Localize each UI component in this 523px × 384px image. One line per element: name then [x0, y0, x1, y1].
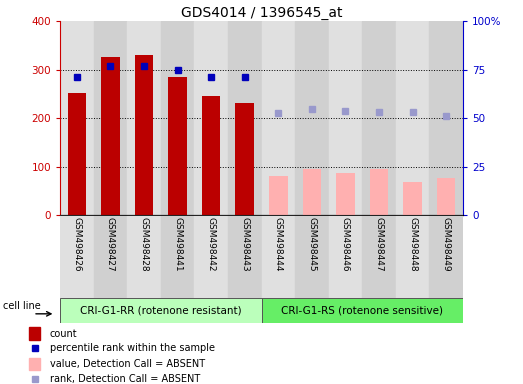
- Bar: [303, 169, 321, 215]
- Bar: [403, 182, 422, 215]
- Bar: [235, 103, 254, 215]
- Bar: [127, 21, 161, 215]
- Bar: [101, 58, 120, 215]
- Text: GSM498448: GSM498448: [408, 217, 417, 271]
- Bar: [202, 96, 220, 215]
- Text: GSM498449: GSM498449: [441, 217, 451, 271]
- Bar: [328, 215, 362, 298]
- Bar: [328, 21, 362, 215]
- Bar: [195, 215, 228, 298]
- Text: count: count: [50, 329, 77, 339]
- Text: GSM498445: GSM498445: [308, 217, 316, 271]
- Bar: [127, 215, 161, 298]
- Bar: [228, 215, 262, 298]
- Bar: [60, 298, 262, 323]
- Text: GSM498443: GSM498443: [240, 217, 249, 271]
- Text: GSM498446: GSM498446: [341, 217, 350, 271]
- Text: CRI-G1-RS (rotenone sensitive): CRI-G1-RS (rotenone sensitive): [281, 305, 443, 315]
- Text: GSM498426: GSM498426: [72, 217, 82, 271]
- Bar: [396, 215, 429, 298]
- Text: value, Detection Call = ABSENT: value, Detection Call = ABSENT: [50, 359, 205, 369]
- Bar: [60, 21, 94, 215]
- Text: percentile rank within the sample: percentile rank within the sample: [50, 343, 214, 353]
- Title: GDS4014 / 1396545_at: GDS4014 / 1396545_at: [181, 6, 342, 20]
- Text: cell line: cell line: [3, 301, 41, 311]
- Text: GSM498428: GSM498428: [140, 217, 149, 271]
- Bar: [29, 328, 40, 340]
- Bar: [429, 21, 463, 215]
- Bar: [94, 21, 127, 215]
- Text: GSM498442: GSM498442: [207, 217, 215, 271]
- Bar: [370, 169, 388, 215]
- Bar: [336, 173, 355, 215]
- Text: GSM498441: GSM498441: [173, 217, 182, 271]
- Bar: [269, 176, 288, 215]
- Bar: [67, 93, 86, 215]
- Bar: [429, 215, 463, 298]
- Text: rank, Detection Call = ABSENT: rank, Detection Call = ABSENT: [50, 374, 200, 384]
- Bar: [437, 178, 456, 215]
- Bar: [295, 215, 328, 298]
- Bar: [29, 358, 40, 370]
- Text: GSM498427: GSM498427: [106, 217, 115, 271]
- Text: GSM498447: GSM498447: [374, 217, 383, 271]
- Bar: [94, 215, 127, 298]
- Bar: [362, 21, 396, 215]
- Bar: [60, 215, 94, 298]
- Bar: [161, 21, 195, 215]
- Bar: [168, 77, 187, 215]
- Bar: [362, 215, 396, 298]
- Bar: [396, 21, 429, 215]
- Bar: [161, 215, 195, 298]
- Bar: [195, 21, 228, 215]
- Bar: [262, 215, 295, 298]
- Text: GSM498444: GSM498444: [274, 217, 283, 271]
- Bar: [262, 21, 295, 215]
- Bar: [228, 21, 262, 215]
- Bar: [135, 55, 153, 215]
- Bar: [262, 298, 463, 323]
- Text: CRI-G1-RR (rotenone resistant): CRI-G1-RR (rotenone resistant): [80, 305, 242, 315]
- Bar: [295, 21, 328, 215]
